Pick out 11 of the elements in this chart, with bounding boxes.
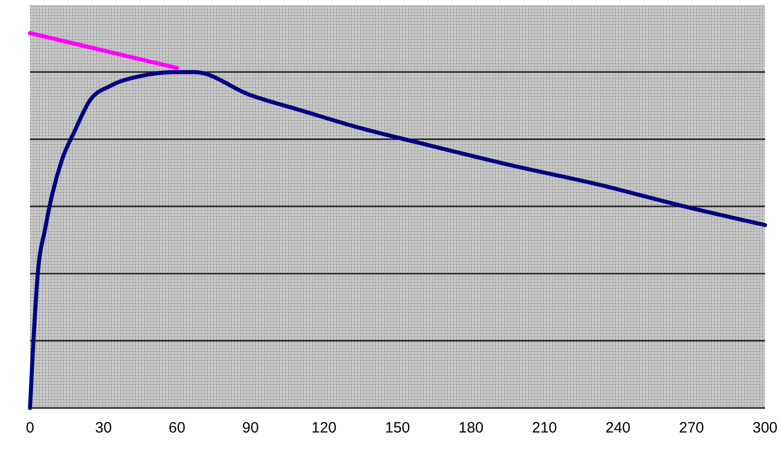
x-tick-label: 270 [678,420,704,437]
x-tick-label: 30 [95,420,112,437]
x-tick-label: 120 [311,420,337,437]
x-tick-label: 0 [26,420,34,437]
x-tick-label: 180 [458,420,484,437]
x-tick-label: 90 [242,420,259,437]
x-tick-label: 240 [605,420,631,437]
x-tick-label: 300 [752,420,778,437]
x-tick-label: 150 [384,420,410,437]
x-tick-label: 60 [168,420,186,437]
x-tick-label: 210 [532,420,558,437]
